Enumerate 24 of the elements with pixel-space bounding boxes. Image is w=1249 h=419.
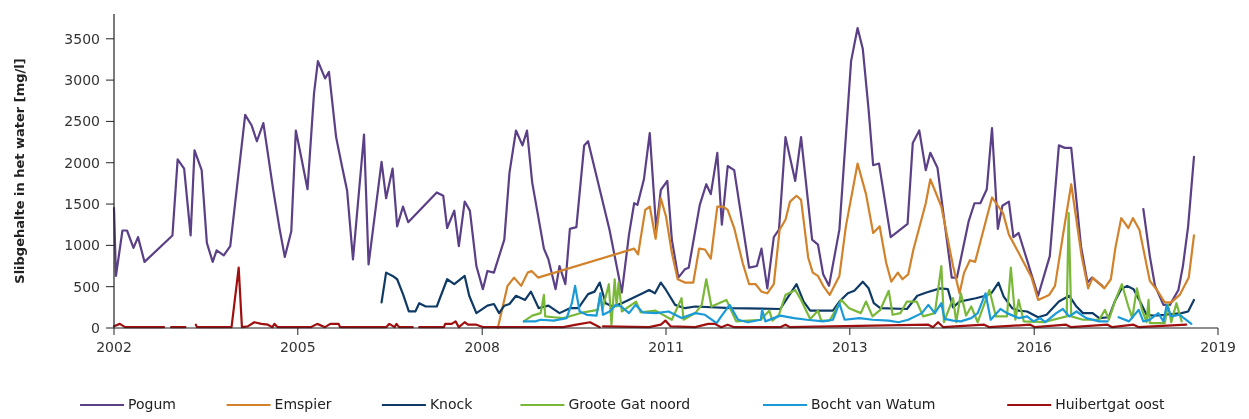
legend-label: Pogum: [128, 396, 176, 412]
legend-label: Huibertgat oost: [1055, 396, 1166, 412]
y-tick-label: 2500: [64, 113, 100, 130]
legend-label: Knock: [429, 396, 474, 412]
x-tick-label: 2016: [1016, 339, 1053, 355]
y-tick-label: 1500: [64, 195, 100, 212]
y-tick-label: 500: [73, 278, 100, 295]
x-tick-label: 2013: [831, 339, 868, 355]
legend-label: Groote Gat noord: [568, 396, 691, 412]
legend-label: Emspier: [274, 396, 332, 412]
y-tick-label: 0: [91, 319, 100, 336]
y-axis-title: Slibgehalte in het water [mg/l]: [12, 58, 27, 284]
x-tick-label: 2011: [648, 339, 684, 355]
x-tick-label: 2005: [279, 339, 316, 355]
legend-label: Bocht van Watum: [811, 396, 936, 412]
x-tick-label: 2002: [96, 339, 132, 355]
line-series: [380, 271, 1196, 320]
y-tick-label: 3500: [64, 30, 100, 47]
x-tick-label: 2019: [1200, 339, 1236, 355]
y-tick-label: 3000: [64, 72, 100, 89]
y-tick-label: 2000: [64, 154, 100, 171]
y-tick-label: 1000: [64, 237, 100, 254]
line-series: [522, 212, 1183, 326]
x-tick-label: 2008: [464, 339, 501, 355]
